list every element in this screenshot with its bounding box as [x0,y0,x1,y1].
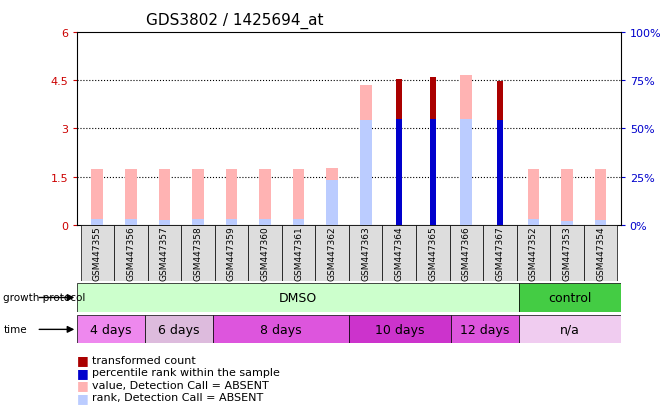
Bar [315,225,349,281]
Bar [125,219,137,225]
Bar [148,225,181,281]
Text: 6 days: 6 days [158,323,200,336]
Bar [595,170,607,225]
Text: DMSO: DMSO [279,291,317,304]
Bar [382,225,416,281]
Bar [91,170,103,225]
Bar [595,220,607,225]
Bar [158,220,170,225]
Text: 12 days: 12 days [460,323,509,336]
Text: GSM447364: GSM447364 [395,226,404,280]
Bar [192,170,204,225]
Bar [215,225,248,281]
Text: GSM447357: GSM447357 [160,225,169,280]
Bar [326,181,338,225]
Text: 8 days: 8 days [260,323,302,336]
Bar [561,170,573,225]
Bar [397,79,403,225]
Text: GSM447359: GSM447359 [227,225,236,280]
Text: GSM447356: GSM447356 [126,225,136,280]
Bar [349,316,451,344]
Text: ■: ■ [77,391,89,404]
Bar [326,168,338,225]
Text: GDS3802 / 1425694_at: GDS3802 / 1425694_at [146,12,323,28]
Bar [293,170,305,225]
Text: GSM447354: GSM447354 [596,226,605,280]
Bar [460,119,472,225]
Bar [158,170,170,225]
Bar [517,225,550,281]
Bar [584,225,617,281]
Bar [550,225,584,281]
Bar [114,225,148,281]
Text: GSM447365: GSM447365 [428,225,437,280]
Text: GSM447363: GSM447363 [361,225,370,280]
Bar [282,225,315,281]
Text: GSM447355: GSM447355 [93,225,102,280]
Bar [360,86,372,225]
Text: ■: ■ [77,366,89,379]
Text: GSM447361: GSM447361 [294,225,303,280]
Bar [349,225,382,281]
Text: GSM447358: GSM447358 [193,225,203,280]
Text: transformed count: transformed count [92,355,196,365]
Bar [77,316,145,344]
Text: GSM447366: GSM447366 [462,225,471,280]
Bar [145,316,213,344]
Bar [91,219,103,225]
Bar [192,219,204,225]
Text: 4 days: 4 days [91,323,132,336]
Bar [519,284,621,312]
Text: rank, Detection Call = ABSENT: rank, Detection Call = ABSENT [92,392,263,402]
Bar [293,219,305,225]
Text: control: control [548,291,591,304]
Bar [213,316,349,344]
Bar [259,170,271,225]
Bar [430,119,436,225]
Text: ■: ■ [77,354,89,367]
Bar [225,170,238,225]
Text: GSM447362: GSM447362 [327,226,337,280]
Bar [519,316,621,344]
Bar [225,219,238,225]
Text: GSM447352: GSM447352 [529,226,538,280]
Text: GSM447360: GSM447360 [260,225,270,280]
Bar [527,170,539,225]
Bar [451,316,519,344]
Bar [460,76,472,225]
Text: time: time [3,325,27,335]
Bar [416,225,450,281]
Bar [497,121,503,225]
Bar [497,82,503,225]
Bar [81,225,114,281]
Bar [483,225,517,281]
Text: value, Detection Call = ABSENT: value, Detection Call = ABSENT [92,380,268,390]
Bar [450,225,483,281]
Bar [561,221,573,225]
Text: n/a: n/a [560,323,580,336]
Bar [125,170,137,225]
Text: 10 days: 10 days [375,323,425,336]
Text: ■: ■ [77,378,89,392]
Text: percentile rank within the sample: percentile rank within the sample [92,368,280,377]
Text: GSM447367: GSM447367 [495,225,505,280]
Text: growth protocol: growth protocol [3,293,86,303]
Bar [360,121,372,225]
Bar [77,284,519,312]
Bar [181,225,215,281]
Bar [397,119,403,225]
Bar [248,225,282,281]
Bar [430,78,436,225]
Bar [259,219,271,225]
Text: GSM447353: GSM447353 [562,225,572,280]
Bar [527,219,539,225]
